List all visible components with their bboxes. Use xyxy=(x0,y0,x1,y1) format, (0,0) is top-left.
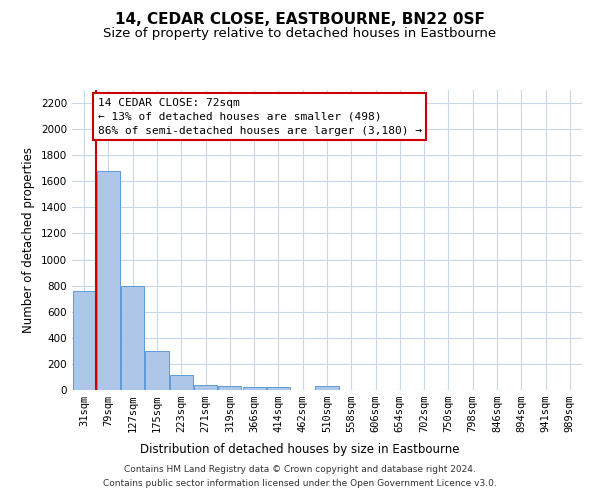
Bar xyxy=(73,291,95,390)
Text: Distribution of detached houses by size in Eastbourne: Distribution of detached houses by size … xyxy=(140,442,460,456)
Bar xyxy=(97,171,120,390)
Bar xyxy=(316,386,338,390)
Bar xyxy=(194,385,217,390)
Text: 14 CEDAR CLOSE: 72sqm
← 13% of detached houses are smaller (498)
86% of semi-det: 14 CEDAR CLOSE: 72sqm ← 13% of detached … xyxy=(97,98,421,136)
Bar xyxy=(145,351,169,390)
Bar xyxy=(218,386,241,390)
Text: Size of property relative to detached houses in Eastbourne: Size of property relative to detached ho… xyxy=(103,28,497,40)
Bar xyxy=(267,388,290,390)
Bar xyxy=(170,375,193,390)
Text: 14, CEDAR CLOSE, EASTBOURNE, BN22 0SF: 14, CEDAR CLOSE, EASTBOURNE, BN22 0SF xyxy=(115,12,485,28)
Text: Contains HM Land Registry data © Crown copyright and database right 2024.
Contai: Contains HM Land Registry data © Crown c… xyxy=(103,466,497,487)
Y-axis label: Number of detached properties: Number of detached properties xyxy=(22,147,35,333)
Bar xyxy=(121,286,144,390)
Bar xyxy=(242,386,266,390)
